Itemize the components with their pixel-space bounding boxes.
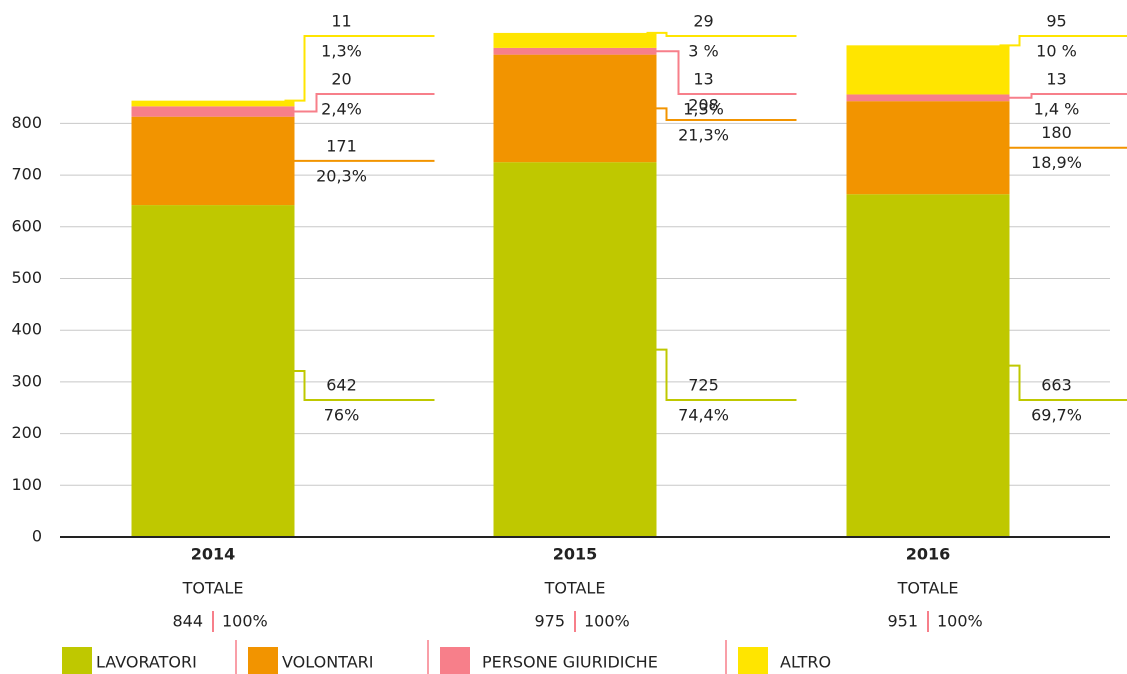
bar-segment (493, 47, 657, 55)
bar-segment (131, 205, 295, 537)
total-label: TOTALE (897, 579, 959, 598)
share-label: 21,3% (678, 126, 729, 145)
bar-segment (493, 32, 657, 48)
total-share: 100% (584, 612, 630, 631)
share-label: 69,7% (1031, 406, 1082, 425)
leader-line (656, 50, 797, 95)
y-tick-label: 100 (11, 475, 42, 494)
value-label: 180 (1041, 123, 1072, 142)
bar-segment (846, 101, 1010, 195)
leader-line (1009, 364, 1127, 401)
value-label: 13 (693, 70, 713, 89)
y-tick-label: 400 (11, 320, 42, 339)
total-label: TOTALE (182, 579, 244, 598)
leader-line (284, 35, 435, 102)
value-label: 95 (1046, 12, 1066, 31)
bar-segment (131, 116, 295, 206)
value-label: 208 (688, 96, 719, 115)
bar-segment (846, 94, 1010, 102)
bar-segment (493, 54, 657, 163)
bar-segment (846, 194, 1010, 537)
bar-segment (493, 162, 657, 538)
y-tick-label: 700 (11, 165, 42, 184)
leader-line (656, 107, 797, 121)
total-value: 844 (172, 612, 203, 631)
value-label: 171 (326, 136, 357, 155)
legend-swatch (440, 647, 470, 674)
share-label: 18,9% (1031, 153, 1082, 172)
legend-swatch (248, 647, 278, 674)
value-label: 663 (1041, 376, 1072, 395)
legend-label: VOLONTARI (282, 653, 373, 672)
total-share: 100% (937, 612, 983, 631)
y-tick-label: 500 (11, 268, 42, 287)
value-label: 11 (331, 12, 351, 31)
value-label: 20 (331, 70, 351, 89)
total-share: 100% (222, 612, 268, 631)
bar-segment (131, 100, 295, 107)
y-tick-label: 200 (11, 423, 42, 442)
value-label: 642 (326, 376, 357, 395)
legend-swatch (62, 647, 92, 674)
legend-label: LAVORATORI (96, 653, 197, 672)
bar-segment (846, 45, 1010, 95)
legend-swatch (738, 647, 768, 674)
y-tick-label: 600 (11, 216, 42, 235)
leader-line (999, 35, 1127, 47)
total-value: 951 (887, 612, 918, 631)
y-tick-label: 800 (11, 113, 42, 132)
legend-label: ALTRO (780, 653, 831, 672)
x-tick-label: 2014 (191, 545, 236, 564)
share-label: 20,3% (316, 166, 367, 185)
total-value: 975 (534, 612, 565, 631)
legend-label: PERSONE GIURIDICHE (482, 653, 658, 672)
bar-segment (131, 106, 295, 117)
share-label: 1,3% (683, 100, 724, 119)
leader-line (294, 370, 435, 401)
value-label: 29 (693, 12, 713, 31)
leader-line (1009, 93, 1127, 99)
share-label: 76% (324, 406, 360, 425)
leader-line (656, 348, 797, 401)
share-label: 74,4% (678, 406, 729, 425)
x-tick-label: 2015 (553, 545, 598, 564)
y-tick-label: 0 (32, 527, 42, 546)
total-label: TOTALE (544, 579, 606, 598)
share-label: 3 % (688, 42, 718, 61)
share-label: 1,3% (321, 42, 362, 61)
share-label: 1,4 % (1034, 100, 1080, 119)
value-label: 13 (1046, 70, 1066, 89)
leader-line (294, 93, 435, 113)
value-label: 725 (688, 376, 719, 395)
y-tick-label: 300 (11, 371, 42, 390)
share-label: 10 % (1036, 42, 1077, 61)
leader-line (646, 31, 797, 37)
share-label: 2,4% (321, 100, 362, 119)
x-tick-label: 2016 (906, 545, 951, 564)
